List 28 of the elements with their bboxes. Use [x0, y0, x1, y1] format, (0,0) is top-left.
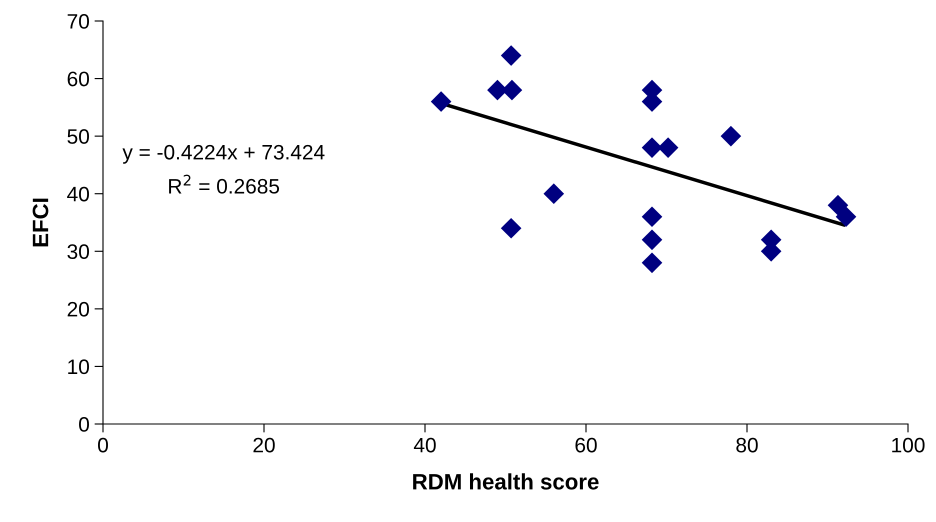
point	[500, 218, 522, 239]
y-tick-label: 20	[68, 302, 89, 317]
y-tick-label: 30	[67, 244, 89, 260]
point	[720, 126, 742, 146]
point	[642, 206, 662, 228]
x-tick-label: 0	[98, 438, 108, 452]
y-tick-label: 0	[79, 417, 89, 432]
y-tick-label: 60	[68, 72, 89, 86]
x-tick-label: 80	[736, 438, 758, 452]
x-tick-label: 60	[575, 438, 597, 452]
y-tick-label: 40	[67, 186, 89, 202]
point	[430, 91, 452, 112]
annotation: R$^{2}$ = 0.2685	[169, 174, 280, 194]
point	[836, 206, 856, 228]
x-tick-label: 40	[414, 438, 436, 452]
y-axis-title: EFCI	[32, 198, 48, 246]
point	[642, 229, 662, 250]
point	[544, 183, 564, 204]
y-tick-label: 10	[68, 359, 89, 374]
point	[642, 252, 662, 274]
x-tick-label: 20	[253, 438, 275, 452]
y-tick-label: 70	[68, 14, 89, 29]
y-tick-label: 50	[67, 129, 89, 144]
point	[828, 194, 848, 216]
annotation: y = -0.4224x + 73.424	[122, 144, 324, 164]
point	[500, 45, 522, 66]
x-tick-label: 100	[892, 438, 925, 452]
x-axis-title: RDM health score	[413, 473, 599, 490]
